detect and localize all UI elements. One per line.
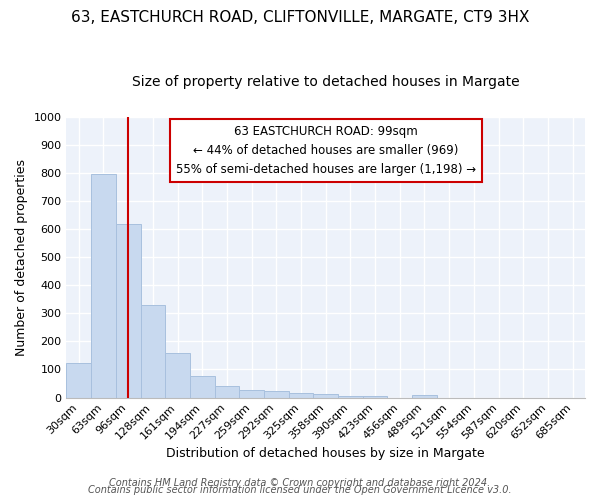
Bar <box>116 224 140 398</box>
Bar <box>289 393 313 398</box>
Bar <box>338 396 363 398</box>
Title: Size of property relative to detached houses in Margate: Size of property relative to detached ho… <box>132 75 520 89</box>
Bar <box>140 305 165 398</box>
Bar <box>91 174 116 398</box>
Text: Contains HM Land Registry data © Crown copyright and database right 2024.: Contains HM Land Registry data © Crown c… <box>109 478 491 488</box>
Bar <box>215 386 239 398</box>
Bar <box>67 364 91 398</box>
Bar <box>165 352 190 398</box>
Bar <box>363 396 388 398</box>
Bar <box>412 396 437 398</box>
Text: 63 EASTCHURCH ROAD: 99sqm
← 44% of detached houses are smaller (969)
55% of semi: 63 EASTCHURCH ROAD: 99sqm ← 44% of detac… <box>176 125 476 176</box>
Y-axis label: Number of detached properties: Number of detached properties <box>15 158 28 356</box>
Bar <box>313 394 338 398</box>
Text: Contains public sector information licensed under the Open Government Licence v3: Contains public sector information licen… <box>88 485 512 495</box>
X-axis label: Distribution of detached houses by size in Margate: Distribution of detached houses by size … <box>166 447 485 460</box>
Bar <box>264 391 289 398</box>
Bar <box>190 376 215 398</box>
Text: 63, EASTCHURCH ROAD, CLIFTONVILLE, MARGATE, CT9 3HX: 63, EASTCHURCH ROAD, CLIFTONVILLE, MARGA… <box>71 10 529 25</box>
Bar <box>239 390 264 398</box>
